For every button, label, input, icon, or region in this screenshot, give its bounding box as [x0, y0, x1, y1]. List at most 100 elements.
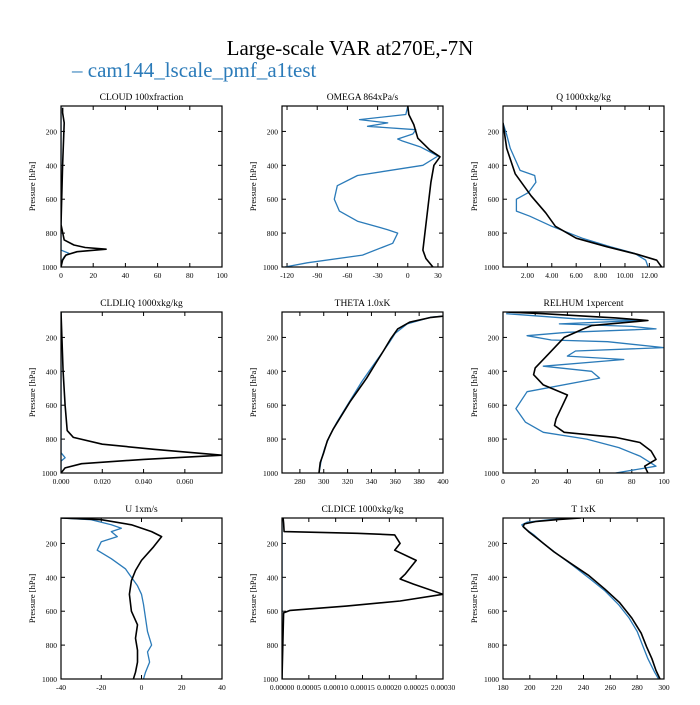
y-tick-label: 600 [488, 195, 500, 204]
y-tick-label: 1000 [263, 469, 278, 478]
y-tick-label: 1000 [484, 469, 499, 478]
reference-series-line [61, 107, 107, 267]
panel-9: T 1xK 180 200 220 240 260 280 300 200 400 600 800 10… [469, 505, 670, 692]
reference-series-line [61, 312, 222, 473]
x-tick-label: 0 [140, 683, 144, 692]
plot-frame [281, 311, 444, 474]
y-tick-label: 400 [46, 367, 58, 376]
y-axis-label: Pressure [hPa] [27, 574, 37, 624]
legend-label: cam144_lscale_pmf_a1test [87, 58, 317, 82]
x-tick-label: -120 [280, 271, 294, 280]
plot-frame [60, 517, 223, 680]
y-tick-label: 600 [488, 607, 500, 616]
y-tick-label: 1000 [484, 263, 499, 272]
x-tick-label: -20 [96, 683, 106, 692]
x-tick-label: 60 [596, 477, 604, 486]
x-tick-label: 4.00 [545, 271, 558, 280]
x-tick-label: 100 [658, 477, 670, 486]
x-tick-label: 0.000 [53, 477, 70, 486]
x-tick-label: 280 [294, 477, 306, 486]
reference-series-line [503, 122, 663, 267]
y-tick-label: 800 [488, 435, 500, 444]
x-tick-label: 240 [578, 683, 590, 692]
y-axis-label: Pressure [hPa] [248, 162, 258, 212]
reference-series-line [61, 518, 163, 679]
panel-title: CLOUD 100xfraction [100, 92, 184, 103]
y-tick-label: 200 [46, 333, 58, 342]
x-tick-label: 400 [437, 477, 449, 486]
y-tick-label: 600 [46, 195, 58, 204]
x-tick-label: 60 [154, 271, 162, 280]
y-tick-label: 600 [267, 195, 279, 204]
x-tick-label: 80 [186, 271, 194, 280]
y-tick-label: 400 [488, 573, 500, 582]
model-series-line [521, 518, 660, 679]
x-tick-label: 320 [342, 477, 354, 486]
y-tick-label: 800 [46, 435, 58, 444]
x-tick-label: 0 [406, 271, 410, 280]
x-tick-label: -40 [56, 683, 66, 692]
x-tick-label: 20 [531, 477, 539, 486]
plot-frame [60, 311, 223, 474]
x-tick-label: 0.020 [94, 477, 111, 486]
x-tick-label: 12.00 [641, 271, 658, 280]
x-tick-label: 380 [414, 477, 426, 486]
y-tick-label: 800 [46, 229, 58, 238]
x-tick-label: 100 [216, 271, 228, 280]
y-tick-label: 800 [488, 641, 500, 650]
reference-series-line [407, 106, 441, 267]
x-tick-label: 80 [628, 477, 636, 486]
x-tick-label: 0.00000 [270, 683, 295, 692]
y-tick-label: 200 [46, 539, 58, 548]
x-tick-label: 180 [497, 683, 509, 692]
x-tick-label: 340 [366, 477, 378, 486]
x-tick-label: 0 [59, 271, 63, 280]
y-tick-label: 1000 [484, 675, 499, 684]
panel-7: U 1xm/s -40 -20 0 20 40 200 400 600 800 1000 Pressu… [27, 505, 226, 692]
y-tick-label: 600 [46, 401, 58, 410]
y-tick-label: 1000 [42, 675, 57, 684]
y-axis-label: Pressure [hPa] [27, 368, 37, 418]
y-tick-label: 400 [488, 367, 500, 376]
plot-frame [281, 105, 444, 268]
plot-frame [502, 517, 665, 680]
y-tick-label: 400 [46, 161, 58, 170]
x-tick-label: 20 [178, 683, 186, 692]
reference-series-line [318, 315, 443, 473]
figure-title: Large-scale VAR at270E,-7N [226, 36, 474, 60]
y-tick-label: 400 [46, 573, 58, 582]
reference-series-line [506, 312, 657, 473]
y-axis-label: Pressure [hPa] [248, 368, 258, 418]
y-axis-label: Pressure [hPa] [248, 574, 258, 624]
x-tick-label: -60 [342, 271, 352, 280]
x-tick-label: 0.040 [135, 477, 152, 486]
y-axis-label: Pressure [hPa] [27, 162, 37, 212]
model-series-line [318, 315, 443, 473]
y-tick-label: 400 [267, 161, 279, 170]
y-tick-label: 1000 [263, 263, 278, 272]
x-tick-label: 0.00015 [350, 683, 375, 692]
y-tick-label: 600 [46, 607, 58, 616]
x-tick-label: 360 [390, 477, 402, 486]
plot-frame [502, 311, 665, 474]
model-series-line [503, 122, 649, 267]
model-series-line [61, 518, 153, 679]
plot-frame [502, 105, 665, 268]
x-tick-label: 220 [551, 683, 563, 692]
reference-series-line [522, 518, 661, 679]
x-tick-label: 0.00020 [377, 683, 402, 692]
y-tick-label: 1000 [42, 263, 57, 272]
plot-frame [60, 105, 223, 268]
panel-title: CLDICE 1000xkg/kg [321, 505, 403, 515]
x-tick-label: 300 [318, 477, 330, 486]
panel-title: T 1xK [571, 505, 596, 515]
x-tick-label: 40 [218, 683, 226, 692]
x-tick-label: 0 [501, 477, 505, 486]
y-axis-label: Pressure [hPa] [469, 574, 479, 624]
y-tick-label: 600 [488, 401, 500, 410]
y-tick-label: 200 [267, 539, 279, 548]
x-tick-label: 0.00005 [297, 683, 322, 692]
panel-8: CLDICE 1000xkg/kg0.00000 0.00005 0.00010 0.… [248, 505, 455, 692]
y-axis-label: Pressure [hPa] [469, 368, 479, 418]
